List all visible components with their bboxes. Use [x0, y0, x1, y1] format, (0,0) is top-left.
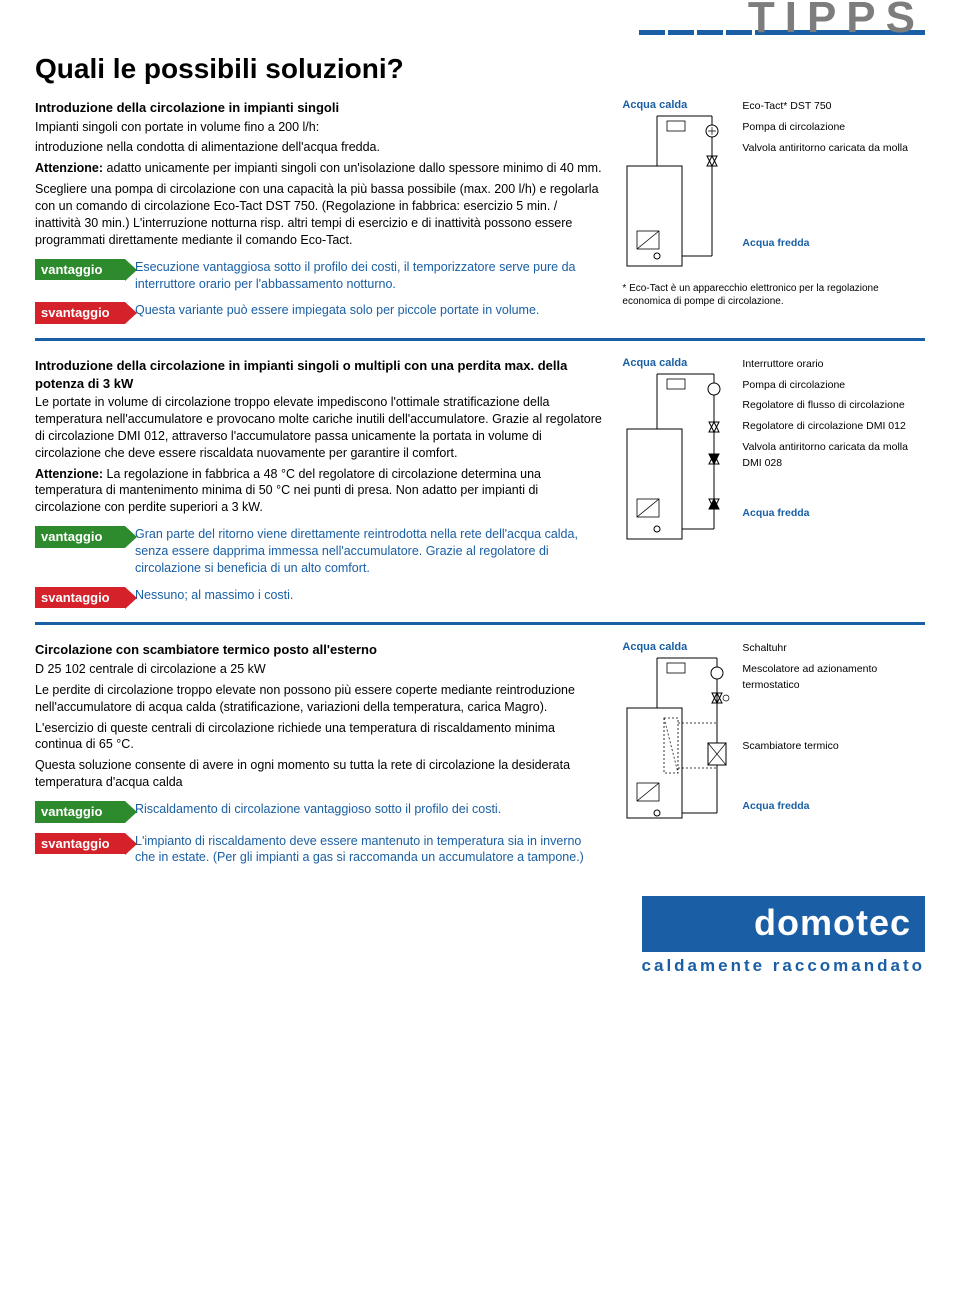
diagram-1: Acqua calda — [622, 99, 732, 274]
section-3-svantaggio-row: svantaggio L'impianto di riscaldamento d… — [35, 833, 604, 867]
section-3-diagram-col: Acqua calda — [622, 641, 925, 866]
logo-text: domotec — [642, 896, 925, 952]
vantaggio-tag-2: vantaggio — [35, 526, 125, 548]
svantaggio-tag-3: svantaggio — [35, 833, 125, 855]
section-1-svantaggio-row: svantaggio Questa variante può essere im… — [35, 302, 604, 324]
legend-1-0: Eco-Tact* DST 750 — [742, 99, 925, 115]
title-right: TIPPS — [35, 0, 925, 43]
section-1-rest: Scegliere una pompa di circolazione con … — [35, 181, 604, 249]
section-3-line3: L'esercizio di queste centrali di circol… — [35, 720, 604, 754]
section-1-attenzione-label: Attenzione: — [35, 161, 103, 175]
main-heading: Quali le possibili soluzioni? — [35, 53, 925, 85]
diagram-1-legend: Eco-Tact* DST 750 Pompa di circolazione … — [742, 99, 925, 274]
logo-tagline: caldamente raccomandato — [642, 956, 925, 976]
section-1-svantaggio-text: Questa variante può essere impiegata sol… — [135, 302, 604, 319]
legend-2-0: Interruttore orario — [742, 357, 925, 373]
section-3-line2: Le perdite di circolazione troppo elevat… — [35, 682, 604, 716]
section-1-vantaggio-row: vantaggio Esecuzione vantaggiosa sotto i… — [35, 259, 604, 293]
section-2-attenzione-text: La regolazione in fabbrica a 48 °C del r… — [35, 467, 541, 515]
acqua-fredda-label-2: Acqua fredda — [742, 506, 925, 522]
section-1-attenzione-text: adatto unicamente per impianti singoli c… — [107, 161, 602, 175]
section-1-line2: introduzione nella condotta di alimentaz… — [35, 139, 604, 156]
acqua-fredda-label-3: Acqua fredda — [742, 799, 925, 815]
svantaggio-tag-2: svantaggio — [35, 587, 125, 609]
section-3-vantaggio-text: Riscaldamento di circolazione vantaggios… — [135, 801, 604, 818]
section-2-attenzione-label: Attenzione: — [35, 467, 103, 481]
legend-3-1: Mescolatore ad azionamento termostatico — [742, 662, 925, 694]
legend-2-1: Pompa di circolazione — [742, 378, 925, 394]
section-2-vantaggio-row: vantaggio Gran parte del ritorno viene d… — [35, 526, 604, 577]
legend-2-3: Regolatore di circolazione DMI 012 — [742, 419, 925, 435]
section-2-subheading: Introduzione della circolazione in impia… — [35, 357, 604, 392]
section-2-text: Introduzione della circolazione in impia… — [35, 357, 604, 608]
section-3-svantaggio-text: L'impianto di riscaldamento deve essere … — [135, 833, 604, 867]
diagram-2-legend: Interruttore orario Pompa di circolazion… — [742, 357, 925, 552]
svantaggio-tag: svantaggio — [35, 302, 125, 324]
acqua-fredda-label-1: Acqua fredda — [742, 236, 925, 252]
legend-2-4: Valvola antiritorno caricata da molla DM… — [742, 440, 925, 472]
section-1-footnote: * Eco-Tact è un apparecchio elettronico … — [622, 282, 925, 308]
legend-1-2: Valvola antiritorno caricata da molla — [742, 141, 925, 157]
acqua-calda-label: Acqua calda — [622, 99, 732, 111]
section-1-vantaggio-text: Esecuzione vantaggiosa sotto il profilo … — [135, 259, 604, 293]
acqua-calda-label-2: Acqua calda — [622, 357, 732, 369]
footer: domotec caldamente raccomandato — [35, 896, 925, 976]
section-1-diagram-col: Acqua calda Eco-T — [622, 99, 925, 324]
diagram-3: Acqua calda — [622, 641, 732, 831]
diagram-3-legend: Schaltuhr Mescolatore ad azionamento ter… — [742, 641, 925, 831]
legend-1-1: Pompa di circolazione — [742, 120, 925, 136]
section-1: Introduzione della circolazione in impia… — [35, 99, 925, 341]
legend-3-2: Scambiatore termico — [742, 739, 925, 755]
section-1-text: Introduzione della circolazione in impia… — [35, 99, 604, 324]
section-2-body: Le portate in volume di circolazione tro… — [35, 394, 604, 462]
vantaggio-tag: vantaggio — [35, 259, 125, 281]
section-2: Introduzione della circolazione in impia… — [35, 357, 925, 625]
section-2-svantaggio-text: Nessuno; al massimo i costi. — [135, 587, 604, 604]
legend-3-0: Schaltuhr — [742, 641, 925, 657]
section-3-vantaggio-row: vantaggio Riscaldamento di circolazione … — [35, 801, 604, 823]
section-1-line1: Impianti singoli con portate in volume f… — [35, 119, 604, 136]
legend-2-2: Regolatore di flusso di circolazione — [742, 398, 925, 414]
section-2-diagram-col: Acqua calda — [622, 357, 925, 608]
acqua-calda-label-3: Acqua calda — [622, 641, 732, 653]
logo-block: domotec caldamente raccomandato — [642, 896, 925, 976]
section-3-text: Circolazione con scambiatore termico pos… — [35, 641, 604, 866]
section-3: Circolazione con scambiatore termico pos… — [35, 641, 925, 880]
diagram-2: Acqua calda — [622, 357, 732, 552]
section-3-line1: D 25 102 centrale di circolazione a 25 k… — [35, 661, 604, 678]
section-2-svantaggio-row: svantaggio Nessuno; al massimo i costi. — [35, 587, 604, 609]
section-3-line4: Questa soluzione consente di avere in og… — [35, 757, 604, 791]
section-1-subheading: Introduzione della circolazione in impia… — [35, 99, 604, 117]
section-3-subheading: Circolazione con scambiatore termico pos… — [35, 641, 604, 659]
section-2-vantaggio-text: Gran parte del ritorno viene direttament… — [135, 526, 604, 577]
vantaggio-tag-3: vantaggio — [35, 801, 125, 823]
